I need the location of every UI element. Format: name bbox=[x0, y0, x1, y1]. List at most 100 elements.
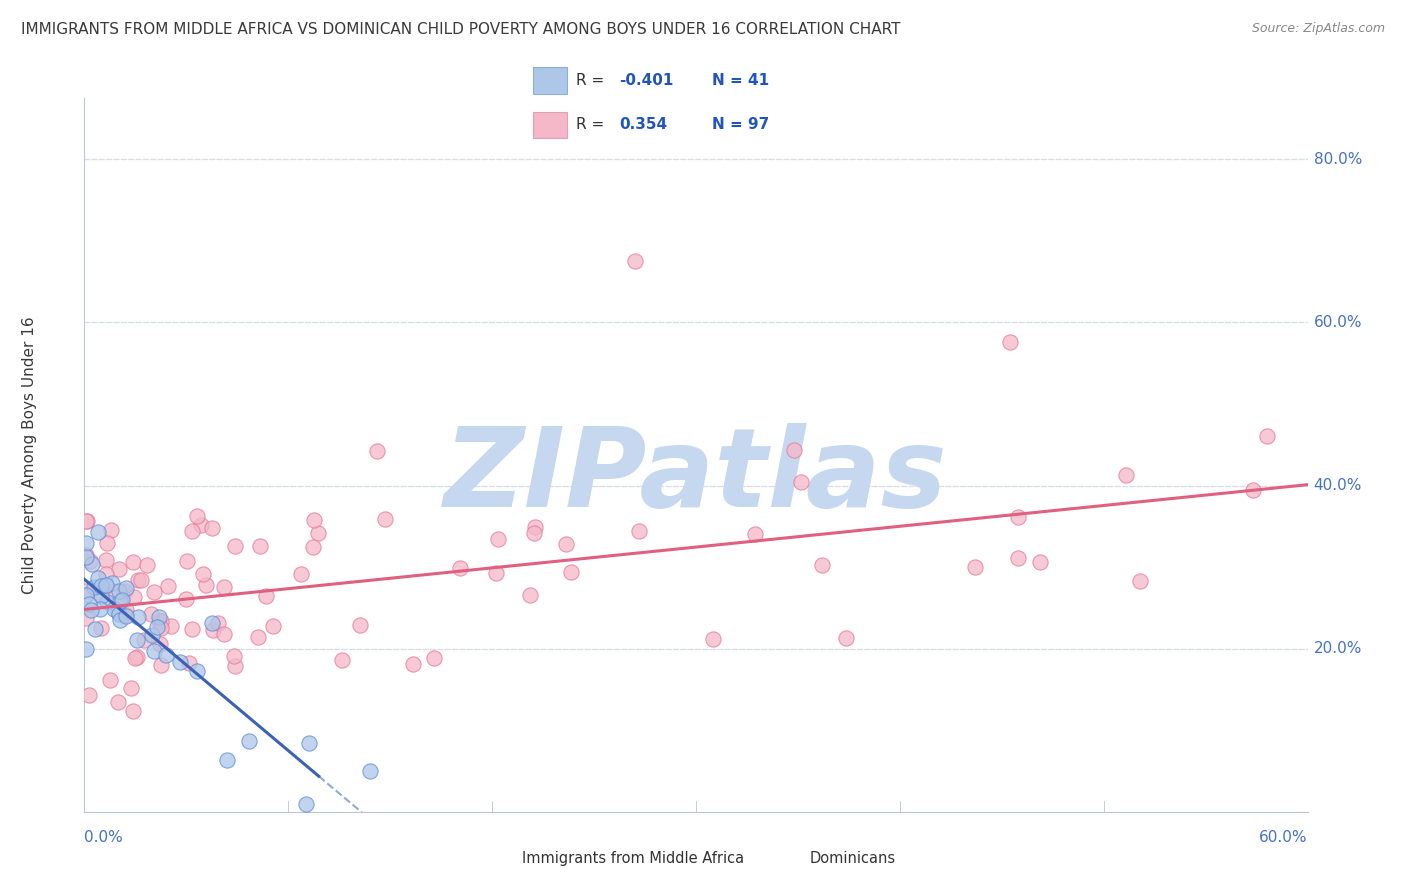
Text: Source: ZipAtlas.com: Source: ZipAtlas.com bbox=[1251, 22, 1385, 36]
Point bbox=[100, 523, 122, 537]
Text: 0.0%: 0.0% bbox=[84, 830, 124, 845]
Point bbox=[75, 536, 97, 550]
Point bbox=[190, 518, 212, 533]
Point bbox=[125, 649, 148, 664]
Point bbox=[146, 620, 169, 634]
Point bbox=[80, 602, 103, 616]
Point bbox=[295, 797, 318, 811]
Point bbox=[96, 578, 118, 592]
Point bbox=[835, 631, 858, 645]
Point bbox=[554, 537, 576, 551]
Point bbox=[90, 589, 112, 603]
Point bbox=[149, 637, 172, 651]
Point bbox=[96, 536, 118, 550]
Point bbox=[76, 515, 98, 529]
Point bbox=[523, 525, 546, 540]
Point bbox=[139, 607, 162, 621]
Point bbox=[132, 632, 155, 647]
Point bbox=[89, 601, 111, 615]
Point bbox=[304, 513, 326, 527]
Point bbox=[75, 641, 97, 656]
Point bbox=[359, 764, 381, 778]
Text: 60.0%: 60.0% bbox=[1313, 315, 1362, 330]
Point bbox=[79, 554, 101, 568]
Bar bbox=[533, 67, 567, 94]
Point bbox=[115, 581, 138, 595]
Point bbox=[560, 565, 582, 579]
Point bbox=[783, 443, 806, 458]
Point bbox=[150, 622, 173, 636]
Point bbox=[1256, 429, 1278, 443]
Point bbox=[298, 736, 321, 750]
Point bbox=[332, 653, 354, 667]
Point bbox=[127, 610, 149, 624]
Point bbox=[194, 578, 217, 592]
Point bbox=[75, 588, 97, 602]
Point bbox=[115, 608, 138, 623]
Point bbox=[125, 632, 148, 647]
Text: N = 41: N = 41 bbox=[711, 73, 769, 87]
Point bbox=[628, 524, 651, 539]
Point bbox=[148, 609, 170, 624]
Point bbox=[186, 664, 208, 678]
Text: 40.0%: 40.0% bbox=[1313, 478, 1362, 493]
Point bbox=[177, 657, 200, 671]
Point bbox=[160, 619, 183, 633]
Point bbox=[141, 628, 163, 642]
Point bbox=[107, 695, 129, 709]
Point bbox=[96, 553, 118, 567]
Point bbox=[142, 585, 165, 599]
Point bbox=[519, 588, 541, 602]
Point bbox=[107, 605, 129, 619]
Point bbox=[963, 559, 986, 574]
Point bbox=[124, 650, 146, 665]
Text: ZIPatlas: ZIPatlas bbox=[444, 423, 948, 530]
Point bbox=[157, 579, 180, 593]
Point bbox=[247, 630, 270, 644]
Text: 60.0%: 60.0% bbox=[1260, 830, 1308, 845]
Text: Immigrants from Middle Africa: Immigrants from Middle Africa bbox=[522, 851, 744, 865]
Point bbox=[174, 592, 197, 607]
Point bbox=[169, 656, 191, 670]
Point bbox=[114, 603, 136, 617]
Point bbox=[87, 587, 110, 601]
Point bbox=[423, 650, 446, 665]
Bar bbox=[533, 112, 567, 138]
Point bbox=[75, 611, 97, 625]
Point bbox=[202, 624, 225, 638]
Point bbox=[449, 561, 471, 575]
Point bbox=[75, 514, 97, 528]
Point bbox=[79, 688, 101, 702]
Point bbox=[176, 554, 198, 568]
Text: -0.401: -0.401 bbox=[619, 73, 673, 87]
Point bbox=[301, 540, 323, 554]
Point bbox=[75, 549, 97, 563]
Point bbox=[186, 508, 208, 523]
Point bbox=[249, 539, 271, 553]
Point bbox=[224, 659, 246, 673]
Point bbox=[201, 616, 224, 631]
Point bbox=[191, 566, 214, 581]
Point bbox=[349, 618, 371, 632]
Point bbox=[76, 584, 98, 599]
Point bbox=[115, 608, 138, 623]
Point bbox=[94, 566, 117, 581]
Point bbox=[366, 444, 388, 458]
Text: IMMIGRANTS FROM MIDDLE AFRICA VS DOMINICAN CHILD POVERTY AMONG BOYS UNDER 16 COR: IMMIGRANTS FROM MIDDLE AFRICA VS DOMINIC… bbox=[21, 22, 901, 37]
Point bbox=[101, 576, 124, 591]
Point bbox=[1115, 468, 1137, 483]
Point bbox=[120, 681, 142, 695]
Point bbox=[155, 648, 177, 662]
Point bbox=[222, 648, 245, 663]
Point bbox=[148, 614, 170, 628]
Point bbox=[96, 579, 118, 593]
Point bbox=[998, 335, 1021, 350]
Point bbox=[290, 566, 312, 581]
Point bbox=[77, 597, 100, 611]
Text: 0.354: 0.354 bbox=[619, 118, 668, 132]
Point bbox=[180, 622, 202, 636]
Point bbox=[136, 558, 159, 572]
Point bbox=[124, 590, 146, 604]
Point bbox=[1241, 483, 1264, 497]
Point bbox=[108, 562, 131, 576]
